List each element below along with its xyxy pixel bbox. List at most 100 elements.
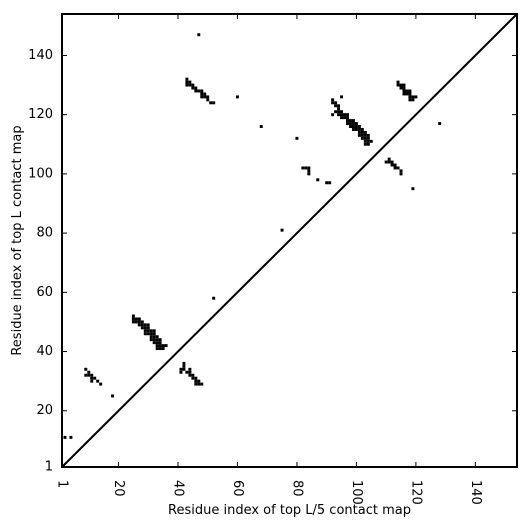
contact-point <box>146 323 150 327</box>
contact-point <box>149 338 153 342</box>
contact-point <box>280 228 284 232</box>
contact-point <box>152 335 156 339</box>
contact-point <box>369 139 373 143</box>
contact-point <box>155 341 159 345</box>
contact-point <box>348 119 352 123</box>
contact-point <box>346 122 349 126</box>
contact-point <box>402 92 406 96</box>
contact-point <box>363 136 367 140</box>
contact-point <box>137 323 141 327</box>
contact-point <box>393 163 397 167</box>
contact-point <box>334 101 338 105</box>
contact-point <box>408 92 412 96</box>
contact-point <box>346 116 349 120</box>
contact-point <box>402 86 406 90</box>
contact-point <box>357 130 361 134</box>
contact-point <box>340 110 344 114</box>
contact-point <box>200 382 204 386</box>
contact-point <box>307 169 311 173</box>
contact-point <box>152 332 156 336</box>
contact-point <box>408 95 412 99</box>
contact-point <box>212 296 216 300</box>
y-tick-label: 80 <box>36 226 53 241</box>
contact-point <box>212 101 216 105</box>
contact-point <box>179 370 183 374</box>
contact-point <box>84 367 88 371</box>
contact-point <box>137 320 141 324</box>
contact-point <box>366 133 370 137</box>
contact-point <box>331 101 335 105</box>
contact-point <box>366 136 370 140</box>
contact-point <box>360 127 364 131</box>
plot-frame <box>61 13 518 468</box>
contact-point <box>131 314 135 318</box>
contact-point <box>360 133 364 137</box>
contact-point <box>337 113 341 117</box>
contact-point <box>295 136 299 140</box>
contact-point <box>200 95 204 99</box>
contact-point <box>87 373 91 377</box>
contact-point <box>197 33 201 37</box>
y-tick-label: 140 <box>28 48 53 63</box>
contact-point <box>197 379 201 383</box>
y-tick-label: 20 <box>36 403 53 418</box>
contact-point <box>152 329 156 333</box>
contact-point <box>161 344 165 348</box>
contact-point <box>200 92 204 96</box>
contact-point <box>143 329 147 333</box>
contact-point <box>405 92 409 96</box>
contact-point <box>194 376 198 380</box>
contact-point <box>155 338 159 342</box>
contact-point <box>337 107 341 111</box>
y-tick-label: 40 <box>36 344 53 359</box>
contact-point <box>316 178 320 182</box>
contact-point <box>191 86 195 90</box>
contact-point <box>191 373 195 377</box>
contact-point <box>354 122 358 126</box>
contact-point <box>152 338 156 342</box>
contact-point <box>363 133 367 137</box>
contact-point <box>399 86 403 90</box>
diagonal-line <box>61 13 518 468</box>
y-tick-label: 60 <box>36 285 53 300</box>
contact-point <box>348 125 352 128</box>
contact-point <box>337 110 341 114</box>
contact-point <box>387 160 391 164</box>
contact-point <box>146 329 150 333</box>
contact-point <box>182 364 186 368</box>
contact-point <box>325 181 329 185</box>
contact-point <box>334 110 338 114</box>
contact-point <box>387 157 391 161</box>
contact-point <box>307 166 311 170</box>
contact-point <box>84 373 88 377</box>
contact-point <box>111 394 115 398</box>
contact-point <box>366 139 370 143</box>
contact-point <box>348 122 352 126</box>
contact-point <box>200 89 204 93</box>
contact-point <box>206 98 210 102</box>
contact-point <box>343 116 346 120</box>
x-tick-label: 40 <box>170 480 185 497</box>
contact-point <box>346 113 349 117</box>
contact-point <box>340 95 344 99</box>
contact-point <box>411 187 415 191</box>
contact-point <box>384 160 388 164</box>
contact-point <box>63 435 67 439</box>
contact-point <box>158 344 162 348</box>
contact-point <box>390 163 394 167</box>
contact-point <box>188 80 192 84</box>
contact-point <box>307 172 311 176</box>
contact-point <box>164 344 168 348</box>
contact-point <box>188 367 192 371</box>
y-tick-label: 1 <box>45 460 53 475</box>
contact-point <box>408 98 412 102</box>
contact-point <box>194 379 198 383</box>
contact-point <box>87 370 91 374</box>
contact-point <box>155 347 159 351</box>
contact-point <box>185 77 189 81</box>
x-tick-label: 1 <box>55 480 70 488</box>
contact-point <box>188 83 192 87</box>
x-tick-label: 120 <box>408 480 423 505</box>
contact-point <box>90 376 94 380</box>
contact-point <box>155 344 159 348</box>
